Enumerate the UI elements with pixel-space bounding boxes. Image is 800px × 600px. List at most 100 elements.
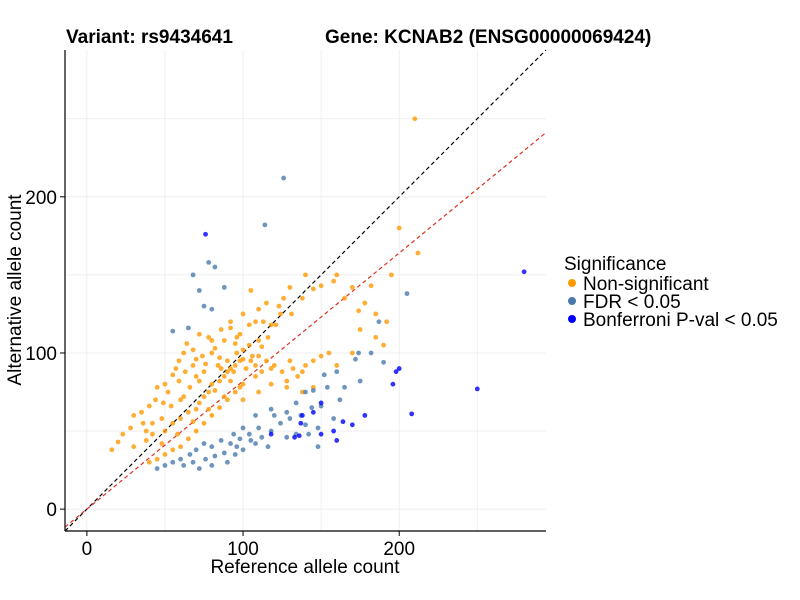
data-point-non-significant: [209, 381, 215, 387]
data-point-non-significant: [248, 288, 254, 293]
data-point-non-significant: [240, 347, 246, 353]
data-point-non-significant: [190, 419, 196, 425]
data-point-fdr-0-05: [331, 416, 337, 421]
data-point-non-significant: [143, 428, 149, 434]
data-point-fdr-0-05: [287, 416, 293, 421]
data-point-non-significant: [168, 403, 174, 409]
data-point-non-significant: [362, 300, 368, 306]
data-point-non-significant: [259, 369, 265, 375]
data-point-non-significant: [146, 459, 152, 465]
legend-entry-fdr: FDR < 0.05: [568, 292, 681, 313]
data-point-fdr-0-05: [240, 425, 246, 431]
data-point-non-significant: [232, 389, 238, 395]
data-point-non-significant: [246, 322, 252, 328]
data-point-fdr-0-05: [337, 397, 343, 403]
data-point-non-significant: [303, 363, 308, 368]
y-axis-label: Alternative allele count: [5, 194, 26, 386]
data-point-non-significant: [218, 327, 224, 332]
data-point-non-significant: [243, 366, 249, 371]
data-point-non-significant: [225, 358, 230, 364]
data-point-non-significant: [159, 416, 165, 421]
data-point-bonferroni-p-val-0-05: [299, 413, 305, 418]
data-point-non-significant: [271, 363, 277, 368]
data-point-non-significant: [331, 278, 337, 284]
x-tick-label: 100: [227, 539, 259, 560]
data-point-bonferroni-p-val-0-05: [318, 431, 324, 437]
data-point-non-significant: [289, 311, 294, 317]
data-point-non-significant: [176, 378, 182, 384]
data-point-fdr-0-05: [240, 447, 246, 453]
data-point-non-significant: [170, 447, 176, 453]
data-point-non-significant: [162, 428, 168, 434]
data-point-non-significant: [225, 369, 230, 375]
data-point-fdr-0-05: [353, 356, 358, 362]
data-point-bonferroni-p-val-0-05: [393, 369, 399, 375]
data-point-fdr-0-05: [253, 441, 258, 446]
data-point-non-significant: [182, 369, 188, 375]
data-point-fdr-0-05: [357, 378, 363, 384]
data-point-non-significant: [187, 384, 193, 390]
legend-title: Significance: [564, 254, 666, 275]
data-point-bonferroni-p-val-0-05: [331, 428, 337, 434]
data-point-fdr-0-05: [212, 264, 218, 270]
data-point-fdr-0-05: [256, 425, 262, 431]
data-point-non-significant: [299, 295, 305, 301]
data-point-non-significant: [231, 369, 237, 375]
data-point-non-significant: [357, 327, 363, 332]
data-point-non-significant: [334, 272, 340, 278]
data-point-non-significant: [259, 344, 265, 350]
chart-title: Variant: rs9434641 Gene: KCNAB2 (ENSG000…: [66, 27, 651, 48]
data-point-non-significant: [368, 283, 374, 289]
data-point-non-significant: [250, 353, 255, 359]
data-point-non-significant: [109, 447, 115, 453]
data-point-non-significant: [273, 322, 279, 328]
data-point-fdr-0-05: [181, 463, 187, 468]
data-point-fdr-0-05: [178, 456, 183, 462]
data-point-non-significant: [295, 373, 301, 379]
data-point-non-significant: [146, 403, 152, 409]
data-point-non-significant: [299, 369, 305, 375]
data-point-fdr-0-05: [221, 284, 227, 290]
data-point-non-significant: [181, 394, 187, 400]
data-point-non-significant: [318, 353, 324, 359]
data-point-non-significant: [196, 400, 202, 406]
data-point-non-significant: [162, 381, 168, 387]
data-point-non-significant: [201, 369, 207, 375]
data-point-non-significant: [206, 406, 212, 412]
y-tick-label: 0: [46, 500, 57, 521]
data-point-bonferroni-p-val-0-05: [474, 386, 480, 392]
data-point-non-significant: [381, 342, 386, 348]
data-point-non-significant: [276, 303, 282, 309]
data-point-fdr-0-05: [185, 325, 191, 331]
x-axis-label: Reference allele count: [210, 557, 400, 578]
data-point-fdr-0-05: [170, 459, 176, 465]
data-point-non-significant: [256, 389, 262, 395]
data-point-fdr-0-05: [368, 350, 374, 356]
data-point-non-significant: [264, 358, 269, 364]
data-point-fdr-0-05: [203, 456, 208, 462]
fit-reference-line: [64, 132, 547, 528]
data-point-non-significant: [201, 394, 207, 400]
data-point-non-significant: [373, 311, 379, 317]
data-point-fdr-0-05: [306, 431, 312, 437]
data-point-non-significant: [190, 347, 196, 353]
data-point-non-significant: [303, 272, 308, 278]
data-point-non-significant: [287, 358, 293, 364]
data-point-non-significant: [153, 397, 158, 403]
gridlines: [65, 50, 546, 531]
data-point-non-significant: [225, 397, 230, 403]
data-point-non-significant: [181, 350, 187, 356]
data-point-non-significant: [228, 325, 233, 331]
data-point-non-significant: [356, 308, 361, 314]
data-point-non-significant: [412, 116, 418, 122]
data-point-non-significant: [281, 295, 287, 301]
data-point-fdr-0-05: [231, 431, 237, 437]
data-point-non-significant: [228, 366, 233, 371]
data-point-non-significant: [310, 358, 316, 364]
data-point-non-significant: [203, 361, 208, 367]
data-point-bonferroni-p-val-0-05: [292, 434, 297, 440]
data-point-non-significant: [326, 350, 332, 356]
x-tick-label: 200: [383, 539, 415, 560]
identity-reference-line: [64, 49, 547, 532]
